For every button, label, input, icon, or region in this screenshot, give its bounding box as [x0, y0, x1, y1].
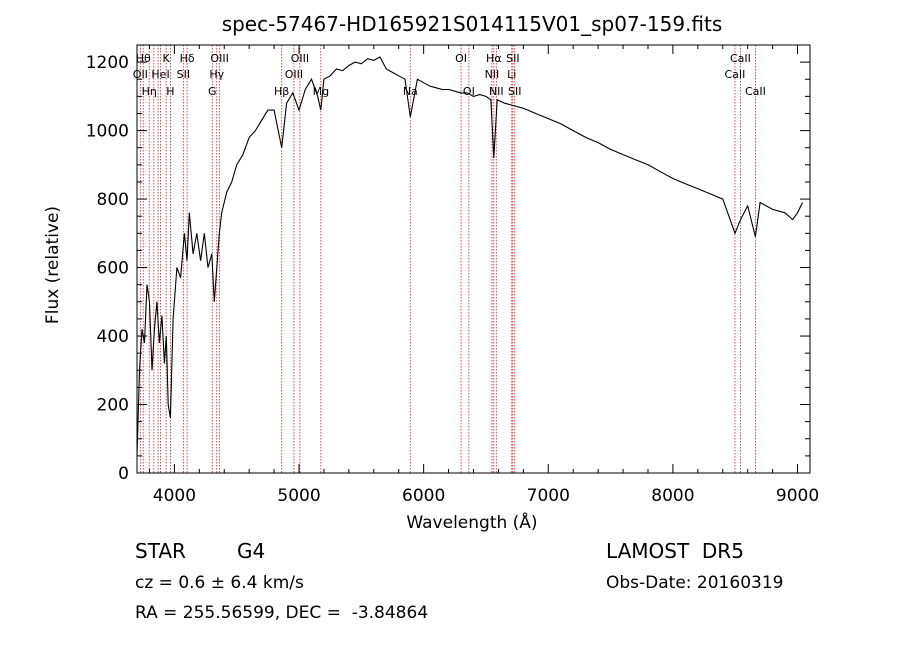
spectral-line-label: K — [163, 52, 171, 65]
spectral-line-markers — [139, 45, 756, 473]
spectral-line-label: Hβ — [274, 85, 289, 98]
x-tick-label: 5000 — [277, 486, 320, 506]
y-tick-label: 1200 — [86, 53, 129, 73]
x-tick-label: 9000 — [776, 486, 819, 506]
chart-title: spec-57467-HD165921S014115V01_sp07-159.f… — [222, 12, 723, 36]
spectral-line-label: Hη — [142, 85, 157, 98]
spectral-line-label: Hθ — [136, 52, 151, 65]
x-tick-label: 8000 — [651, 486, 694, 506]
spectral-line-label: OIII — [285, 68, 303, 81]
spectral-line-label: Li — [507, 68, 516, 81]
x-axis: 4000 5000 6000 7000 8000 9000 — [148, 45, 819, 506]
y-tick-label: 200 — [97, 396, 129, 416]
spectral-line-label: G — [208, 85, 217, 98]
spectral-line-label: CaII — [745, 85, 766, 98]
plot-frame — [136, 44, 811, 474]
y-axis-label: Flux (relative) — [43, 206, 63, 324]
y-tick-label: 800 — [97, 190, 129, 210]
redshift-text: cz = 0.6 ± 6.4 km/s — [135, 573, 304, 593]
spectral-line-label: SII — [508, 85, 521, 98]
spectral-line-label: HeI — [151, 68, 169, 81]
spectral-line-label: NII — [489, 85, 504, 98]
y-tick-label: 600 — [97, 259, 129, 279]
y-tick-label: 400 — [97, 327, 129, 347]
spectrum-line — [136, 56, 803, 456]
x-tick-label: 7000 — [527, 486, 570, 506]
spectral-line-label: CaII — [730, 52, 751, 65]
survey-name: LAMOST DR5 — [606, 539, 744, 563]
spectral-line-label: Hγ — [209, 68, 224, 81]
x-tick-label: 4000 — [153, 486, 196, 506]
spectral-line-label: SII — [506, 52, 519, 65]
y-tick-label: 1000 — [86, 122, 129, 142]
object-subclass: G4 — [237, 539, 266, 563]
spectral-line-label: OIII — [210, 52, 228, 65]
spectral-line-label: Hα — [486, 52, 502, 65]
object-class: STAR — [135, 539, 186, 563]
coordinates-text: RA = 255.56599, DEC = -3.84864 — [135, 603, 429, 623]
spectral-line-label: CaII — [725, 68, 746, 81]
spectral-line-label: Mg — [313, 85, 329, 98]
spectral-line-label: NII — [485, 68, 500, 81]
x-tick-label: 6000 — [402, 486, 445, 506]
y-tick-label: 0 — [118, 464, 129, 484]
spectral-line-label: H — [166, 85, 174, 98]
spectral-line-label: SII — [177, 68, 190, 81]
spectral-line-label: OIII — [291, 52, 309, 65]
spectral-line-label: OI — [455, 52, 467, 65]
x-axis-label: Wavelength (Å) — [406, 511, 537, 533]
observation-date: Obs-Date: 20160319 — [606, 573, 784, 593]
spectral-line-label: OI — [463, 85, 475, 98]
spectral-line-label: Hδ — [180, 52, 195, 65]
y-axis: 0 200 400 600 800 1000 1200 — [86, 53, 810, 484]
